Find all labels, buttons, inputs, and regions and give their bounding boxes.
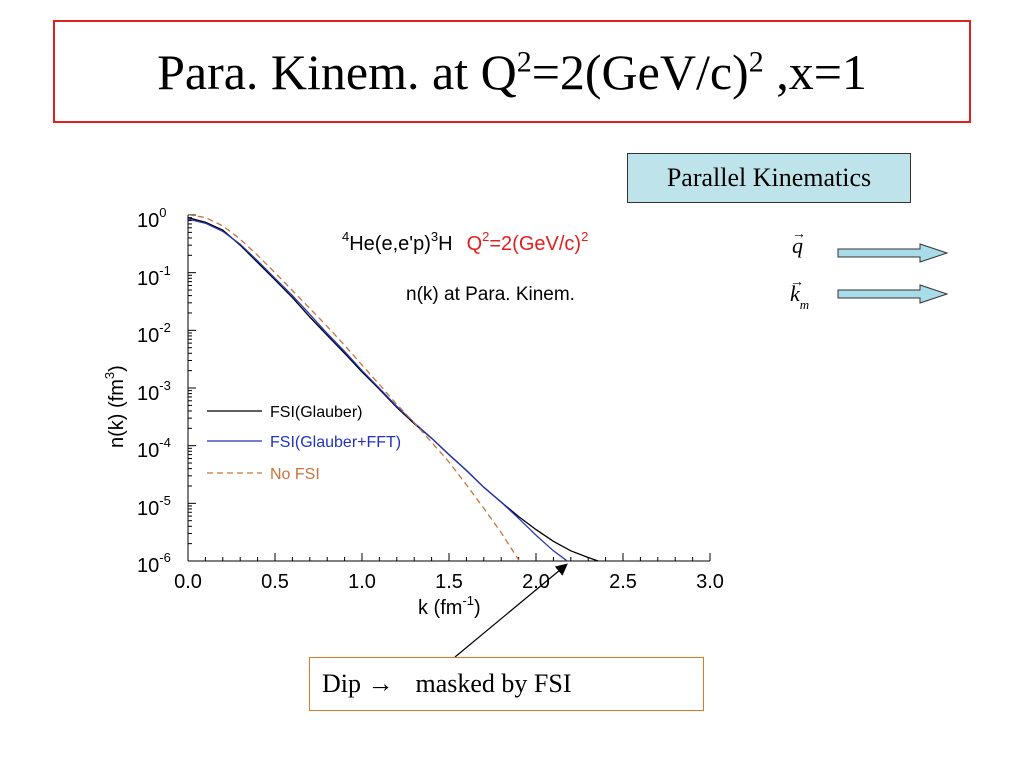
y-tick-label: 10-1 bbox=[137, 263, 171, 290]
x-tick-label: 0.0 bbox=[174, 571, 202, 593]
vector-km-arrow-icon: → bbox=[790, 275, 804, 290]
series-line-glauber-fft bbox=[188, 218, 569, 561]
reaction-label: 4He(e,e'p)3H Q2=2(GeV/c)2 bbox=[342, 229, 588, 255]
y-tick-label: 10-2 bbox=[137, 320, 171, 347]
slide-title: Para. Kinem. at Q2=2(GeV/c)2 ,x=1 bbox=[157, 43, 867, 100]
y-tick-labels: 100 10-1 10-2 10-3 10-4 10-5 10-6 bbox=[137, 205, 171, 577]
x-axis-label: k (fm-1) bbox=[418, 593, 481, 619]
series-line-glauber bbox=[188, 216, 601, 561]
axis-ticks bbox=[187, 214, 711, 562]
x-tick-label: 3.0 bbox=[696, 571, 724, 593]
legend: FSI(Glauber) FSI(Glauber+FFT) No FSI bbox=[207, 404, 401, 483]
y-tick-label: 10-3 bbox=[137, 378, 171, 405]
vector-q-arrow-icon bbox=[837, 243, 949, 263]
vector-q-arrow-icon: → bbox=[792, 227, 806, 242]
x-tick-label: 0.5 bbox=[261, 571, 289, 593]
y-tick-label: 10-6 bbox=[137, 550, 171, 577]
y-tick-label: 100 bbox=[137, 205, 166, 232]
dip-annotation-prefix: Dip → bbox=[322, 669, 394, 698]
x-tick-label: 2.0 bbox=[522, 571, 550, 593]
dip-annotation-box: Dip → masked by FSI bbox=[309, 657, 704, 711]
title-box: Para. Kinem. at Q2=2(GeV/c)2 ,x=1 bbox=[53, 20, 971, 123]
y-axis-label: n(k) (fm3) bbox=[102, 365, 128, 448]
vector-km-arrow-icon bbox=[837, 284, 949, 304]
parallel-kinematics-box: Parallel Kinematics bbox=[627, 153, 911, 203]
legend-label-glauber-fft: FSI(Glauber+FFT) bbox=[270, 434, 401, 451]
vector-q: q → bbox=[792, 227, 949, 263]
chart-subtitle: n(k) at Para. Kinem. bbox=[406, 284, 575, 305]
legend-label-no-fsi: No FSI bbox=[270, 466, 320, 483]
x-tick-label: 1.5 bbox=[435, 571, 463, 593]
x-tick-labels: 0.0 0.5 1.0 1.5 2.0 2.5 3.0 bbox=[174, 571, 724, 593]
dip-annotation-arrow bbox=[454, 563, 568, 658]
parallel-kinematics-label: Parallel Kinematics bbox=[666, 163, 872, 192]
y-tick-label: 10-5 bbox=[137, 493, 171, 520]
dip-annotation-text: masked by FSI bbox=[415, 669, 572, 698]
y-tick-label: 10-4 bbox=[137, 435, 171, 462]
x-tick-label: 1.0 bbox=[348, 571, 376, 593]
vector-km: km → bbox=[790, 275, 949, 312]
legend-label-glauber: FSI(Glauber) bbox=[270, 404, 362, 421]
vector-q-label: q bbox=[792, 233, 803, 258]
vector-km-label: km bbox=[790, 281, 809, 312]
x-tick-label: 2.5 bbox=[609, 571, 637, 593]
